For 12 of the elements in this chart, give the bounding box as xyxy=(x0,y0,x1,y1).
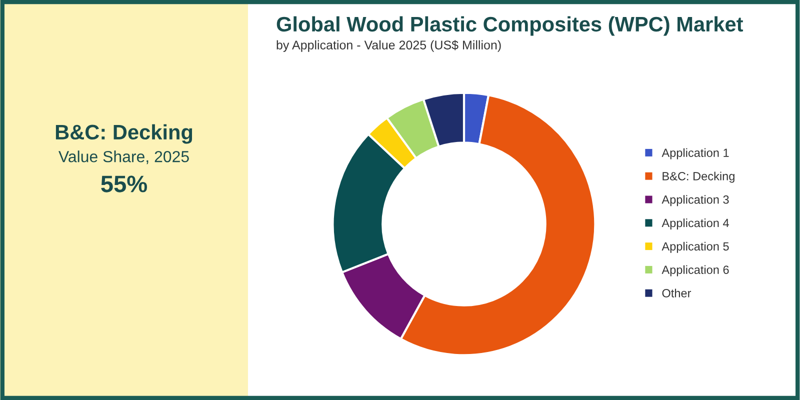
legend-label: Application 6 xyxy=(662,265,729,276)
legend-label: Application 3 xyxy=(662,195,729,206)
legend-label: Application 1 xyxy=(662,148,729,160)
legend-label: Other xyxy=(662,288,692,298)
legend-label: Application 4 xyxy=(662,218,729,230)
text: 55% xyxy=(101,176,148,192)
chart-title: Global Wood Plastic Composites (WPC) Market xyxy=(276,16,744,36)
text: Value Share, 2025 xyxy=(58,150,189,164)
legend-label: Application 5 xyxy=(662,242,729,253)
text: B&C: Decking xyxy=(56,124,192,144)
chart-subtitle: by Application - Value 2025 (US$ Million) xyxy=(276,40,501,52)
legend-label: B&C: Decking xyxy=(662,172,734,183)
